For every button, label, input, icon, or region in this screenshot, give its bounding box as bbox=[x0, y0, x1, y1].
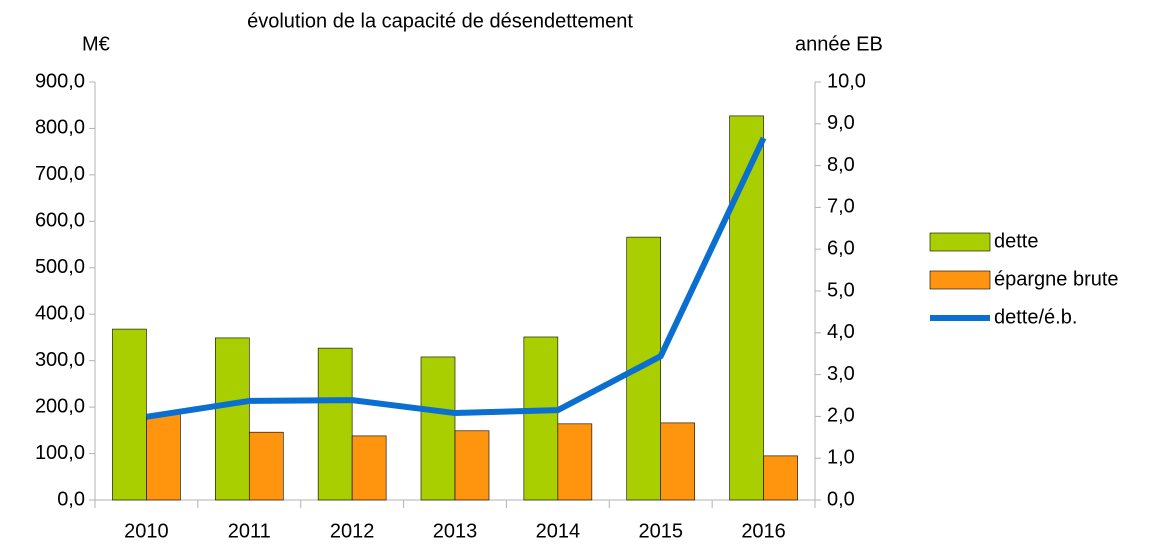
bar bbox=[523, 336, 559, 501]
y2-tick-label: 0,0 bbox=[827, 488, 855, 510]
y2-tick-label: 2,0 bbox=[827, 405, 855, 427]
bar bbox=[317, 347, 353, 501]
legend-swatch bbox=[929, 232, 991, 252]
bar bbox=[420, 356, 456, 501]
y-tick-label: 800,0 bbox=[35, 117, 85, 139]
bar bbox=[351, 435, 387, 501]
x-tick-label: 2012 bbox=[330, 520, 375, 542]
y2-tick-label: 1,0 bbox=[827, 446, 855, 468]
bar bbox=[214, 337, 250, 501]
bar bbox=[660, 422, 696, 501]
y2-tick-label: 10,0 bbox=[827, 70, 866, 92]
y-tick-label: 500,0 bbox=[35, 256, 85, 278]
y2-tick-label: 7,0 bbox=[827, 196, 855, 218]
bar bbox=[112, 328, 147, 501]
legend-label: dette/é.b. bbox=[994, 306, 1077, 328]
y2-tick-label: 9,0 bbox=[827, 112, 855, 134]
bar bbox=[146, 413, 181, 501]
y-tick-label: 200,0 bbox=[35, 395, 85, 417]
y-tick-label: 400,0 bbox=[35, 303, 85, 325]
bar bbox=[454, 430, 490, 501]
y2-tick-label: 3,0 bbox=[827, 363, 855, 385]
x-tick-label: 2013 bbox=[433, 520, 478, 542]
y2-tick-label: 5,0 bbox=[827, 279, 855, 301]
x-tick-label: 2016 bbox=[741, 520, 786, 542]
y2-axis-label: année EB bbox=[795, 33, 883, 55]
bar bbox=[763, 455, 798, 501]
y2-tick-label: 8,0 bbox=[827, 154, 855, 176]
chart-title: évolution de la capacité de désendetteme… bbox=[247, 10, 633, 32]
x-tick-label: 2015 bbox=[638, 520, 683, 542]
line bbox=[145, 136, 767, 420]
y2-tick-label: 6,0 bbox=[827, 237, 855, 259]
y2-tick-label: 4,0 bbox=[827, 321, 855, 343]
x-tick-label: 2011 bbox=[228, 520, 271, 542]
y-tick-label: 0,0 bbox=[57, 488, 85, 510]
x-tick-label: 2010 bbox=[124, 520, 169, 542]
bar bbox=[557, 423, 593, 501]
y-tick-label: 900,0 bbox=[35, 70, 85, 92]
legend-label: épargne brute bbox=[994, 268, 1119, 290]
legend-label: dette bbox=[994, 230, 1038, 252]
y-tick-label: 300,0 bbox=[35, 349, 85, 371]
y-tick-label: 100,0 bbox=[35, 442, 85, 464]
y-tick-label: 700,0 bbox=[35, 163, 85, 185]
legend-swatch bbox=[930, 315, 990, 321]
bar bbox=[248, 431, 284, 501]
y-axis-label: M€ bbox=[82, 33, 110, 55]
legend-swatch bbox=[929, 270, 991, 290]
y-tick-label: 600,0 bbox=[35, 210, 85, 232]
x-tick-label: 2014 bbox=[536, 520, 581, 542]
